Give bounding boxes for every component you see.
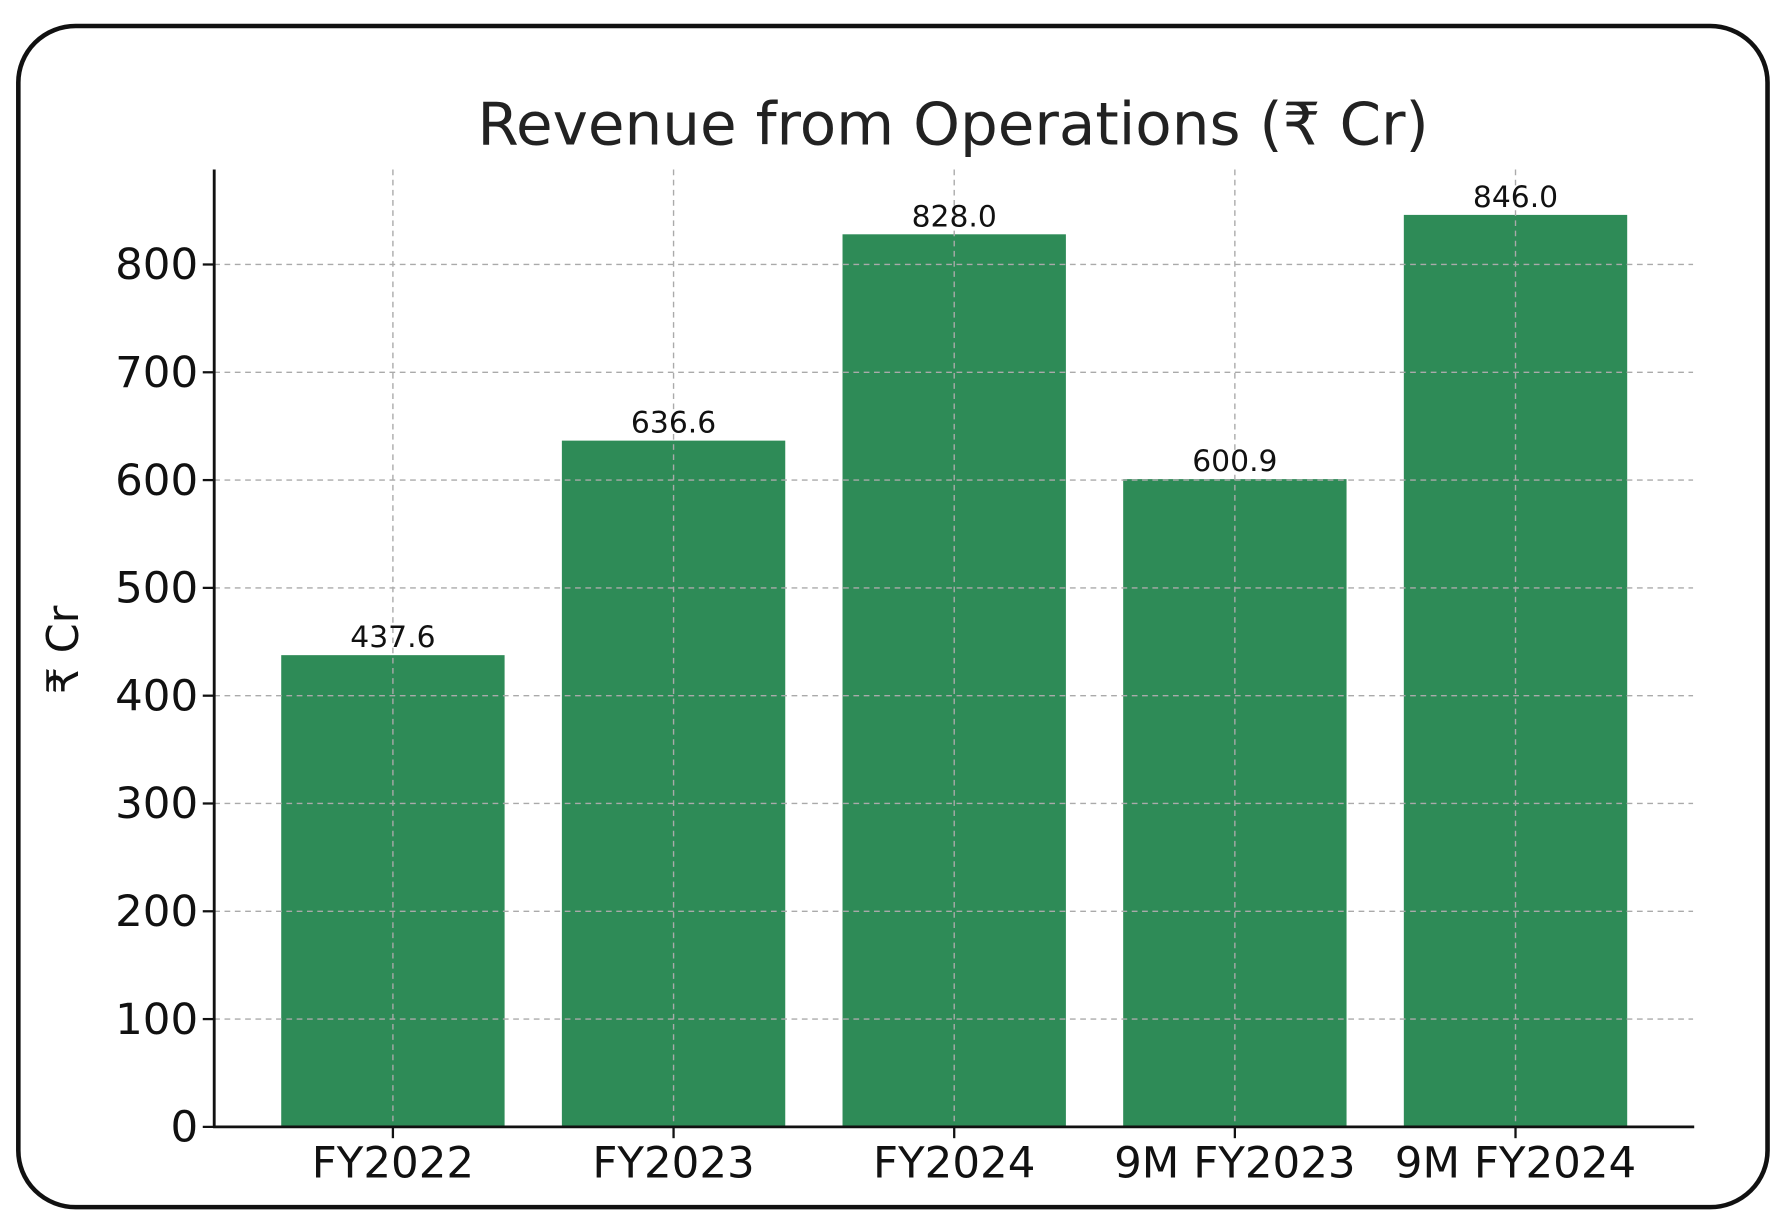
x-tick-label: 9M FY2023 <box>1114 1139 1355 1189</box>
y-tick-label: 500 <box>115 564 198 614</box>
x-tick-label: FY2022 <box>312 1139 474 1189</box>
y-tick-label: 600 <box>115 456 198 506</box>
y-axis-ticks: 0 100 200 300 400 500 600 700 800 <box>115 240 215 1153</box>
data-label: 846.0 <box>1473 180 1558 214</box>
y-tick-label: 800 <box>115 240 198 290</box>
data-label: 636.6 <box>631 406 716 440</box>
y-tick-label: 100 <box>115 995 198 1045</box>
chart-title: Revenue from Operations (₹ Cr) <box>477 90 1428 159</box>
x-tick-label: FY2023 <box>592 1139 754 1189</box>
y-tick-label: 200 <box>115 887 198 937</box>
data-label: 828.0 <box>912 200 997 234</box>
y-tick-label: 700 <box>115 348 198 398</box>
y-tick-label: 400 <box>115 672 198 722</box>
y-tick-label: 0 <box>170 1103 198 1153</box>
grid <box>214 169 1694 1127</box>
y-axis-label: ₹ Cr <box>39 605 89 694</box>
x-tick-label: 9M FY2024 <box>1395 1139 1636 1189</box>
y-tick-label: 300 <box>115 779 198 829</box>
x-axis-ticks: FY2022 FY2023 FY2024 9M FY2023 9M FY2024 <box>312 1126 1636 1189</box>
data-label: 600.9 <box>1192 444 1277 478</box>
x-tick-label: FY2024 <box>873 1139 1035 1189</box>
data-label: 437.6 <box>350 620 435 654</box>
data-labels: 437.6 636.6 828.0 600.9 846.0 <box>350 180 1558 654</box>
